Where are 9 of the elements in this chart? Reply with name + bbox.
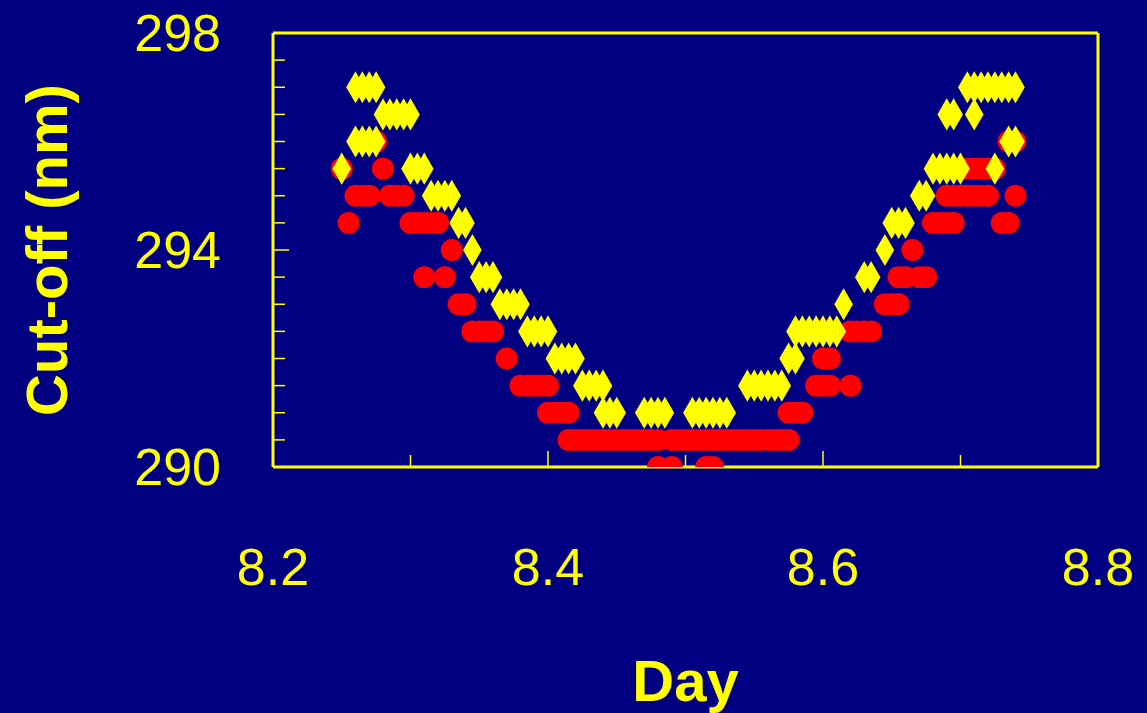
x-axis-title: Day [632, 647, 739, 713]
x-tick-label: 8.4 [511, 538, 585, 596]
y-tick-label: 290 [134, 438, 221, 496]
y-tick-label: 298 [134, 4, 221, 62]
x-tick-label: 8.8 [1061, 538, 1135, 596]
x-tick-label: 8.6 [786, 538, 860, 596]
y-tick-label: 294 [134, 221, 221, 279]
y-axis-title: Cut-off (nm) [13, 84, 79, 416]
x-tick-label: 8.2 [236, 538, 310, 596]
